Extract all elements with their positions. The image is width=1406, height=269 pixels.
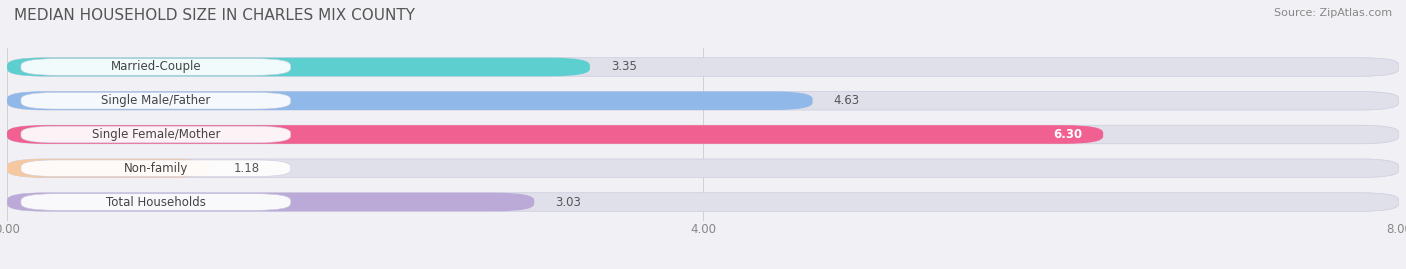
Text: Married-Couple: Married-Couple: [111, 61, 201, 73]
FancyBboxPatch shape: [21, 93, 291, 109]
FancyBboxPatch shape: [7, 159, 1399, 178]
Text: Non-family: Non-family: [124, 162, 188, 175]
Text: Single Female/Mother: Single Female/Mother: [91, 128, 221, 141]
FancyBboxPatch shape: [7, 193, 1399, 211]
Text: Total Households: Total Households: [105, 196, 205, 208]
Text: 6.30: 6.30: [1053, 128, 1083, 141]
Text: 3.35: 3.35: [610, 61, 637, 73]
FancyBboxPatch shape: [7, 159, 212, 178]
FancyBboxPatch shape: [21, 59, 291, 75]
FancyBboxPatch shape: [7, 125, 1399, 144]
Text: 1.18: 1.18: [233, 162, 259, 175]
FancyBboxPatch shape: [7, 58, 591, 76]
FancyBboxPatch shape: [7, 125, 1104, 144]
Text: Single Male/Father: Single Male/Father: [101, 94, 211, 107]
FancyBboxPatch shape: [21, 194, 291, 210]
FancyBboxPatch shape: [7, 91, 813, 110]
FancyBboxPatch shape: [7, 91, 1399, 110]
FancyBboxPatch shape: [21, 126, 291, 143]
Text: 4.63: 4.63: [834, 94, 859, 107]
FancyBboxPatch shape: [7, 58, 1399, 76]
Text: Source: ZipAtlas.com: Source: ZipAtlas.com: [1274, 8, 1392, 18]
FancyBboxPatch shape: [7, 193, 534, 211]
Text: MEDIAN HOUSEHOLD SIZE IN CHARLES MIX COUNTY: MEDIAN HOUSEHOLD SIZE IN CHARLES MIX COU…: [14, 8, 415, 23]
FancyBboxPatch shape: [21, 160, 291, 176]
Text: 3.03: 3.03: [555, 196, 581, 208]
